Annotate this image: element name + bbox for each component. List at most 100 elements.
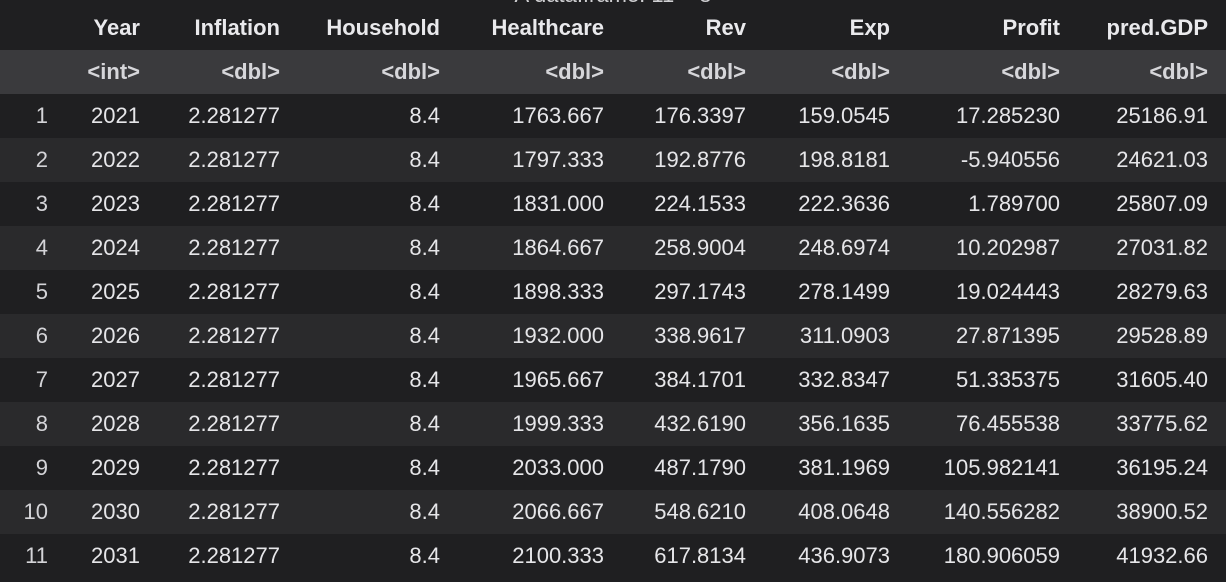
cell-healthcare: 1999.333 <box>458 402 622 446</box>
table-row: 8 2028 2.281277 8.4 1999.333 432.6190 356.1635… <box>0 402 1226 446</box>
cell-inflation: 2.281277 <box>158 358 298 402</box>
cell-exp: 278.1499 <box>764 270 908 314</box>
cell-year: 2024 <box>64 226 158 270</box>
cell-profit: 1.789700 <box>908 182 1078 226</box>
cell-inflation: 2.281277 <box>158 314 298 358</box>
row-index-header <box>0 6 64 50</box>
row-index: 10 <box>0 490 64 534</box>
cell-profit: 180.906059 <box>908 534 1078 578</box>
row-index: 2 <box>0 138 64 182</box>
table-row: 4 2024 2.281277 8.4 1864.667 258.9004 248.6974… <box>0 226 1226 270</box>
row-index: 7 <box>0 358 64 402</box>
cell-healthcare: 2033.000 <box>458 446 622 490</box>
table-row: 1 2021 2.281277 8.4 1763.667 176.3397 159.0545… <box>0 94 1226 138</box>
column-header-healthcare: Healthcare <box>458 6 622 50</box>
cell-profit: 51.335375 <box>908 358 1078 402</box>
cell-household: 8.4 <box>298 226 458 270</box>
cell-profit: 105.982141 <box>908 446 1078 490</box>
column-header-exp: Exp <box>764 6 908 50</box>
cell-exp: 408.0648 <box>764 490 908 534</box>
cell-healthcare: 1965.667 <box>458 358 622 402</box>
cell-rev: 548.6210 <box>622 490 764 534</box>
cell-pred-gdp: 33775.62 <box>1078 402 1226 446</box>
table-row: 10 2030 2.281277 8.4 2066.667 548.6210 408.064… <box>0 490 1226 534</box>
row-index: 4 <box>0 226 64 270</box>
cell-healthcare: 1898.333 <box>458 270 622 314</box>
cell-exp: 311.0903 <box>764 314 908 358</box>
cell-household: 8.4 <box>298 138 458 182</box>
cell-household: 8.4 <box>298 270 458 314</box>
cell-pred-gdp: 27031.82 <box>1078 226 1226 270</box>
cell-healthcare: 1864.667 <box>458 226 622 270</box>
cell-exp: 198.8181 <box>764 138 908 182</box>
table-row: 5 2025 2.281277 8.4 1898.333 297.1743 278.1499… <box>0 270 1226 314</box>
cell-inflation: 2.281277 <box>158 446 298 490</box>
column-header-rev: Rev <box>622 6 764 50</box>
cell-year: 2031 <box>64 534 158 578</box>
cell-household: 8.4 <box>298 314 458 358</box>
cell-pred-gdp: 28279.63 <box>1078 270 1226 314</box>
cell-rev: 338.9617 <box>622 314 764 358</box>
table-row: 7 2027 2.281277 8.4 1965.667 384.1701 332.8347… <box>0 358 1226 402</box>
cell-healthcare: 1797.333 <box>458 138 622 182</box>
row-index: 5 <box>0 270 64 314</box>
cell-household: 8.4 <box>298 358 458 402</box>
cell-household: 8.4 <box>298 94 458 138</box>
cell-profit: 140.556282 <box>908 490 1078 534</box>
cell-rev: 258.9004 <box>622 226 764 270</box>
cell-healthcare: 1932.000 <box>458 314 622 358</box>
table-row: 2 2022 2.281277 8.4 1797.333 192.8776 198.8181… <box>0 138 1226 182</box>
column-type-year: <int> <box>64 50 158 94</box>
cell-exp: 436.9073 <box>764 534 908 578</box>
cell-year: 2027 <box>64 358 158 402</box>
column-header-year: Year <box>64 6 158 50</box>
cell-pred-gdp: 24621.03 <box>1078 138 1226 182</box>
cell-pred-gdp: 25186.91 <box>1078 94 1226 138</box>
cell-healthcare: 2100.333 <box>458 534 622 578</box>
cell-profit: 10.202987 <box>908 226 1078 270</box>
cell-rev: 224.1533 <box>622 182 764 226</box>
column-header-profit: Profit <box>908 6 1078 50</box>
cell-year: 2021 <box>64 94 158 138</box>
cell-year: 2025 <box>64 270 158 314</box>
row-index: 11 <box>0 534 64 578</box>
cell-exp: 356.1635 <box>764 402 908 446</box>
cell-profit: 76.455538 <box>908 402 1078 446</box>
cell-household: 8.4 <box>298 490 458 534</box>
column-type-inflation: <dbl> <box>158 50 298 94</box>
cell-inflation: 2.281277 <box>158 402 298 446</box>
column-type-profit: <dbl> <box>908 50 1078 94</box>
column-header-household: Household <box>298 6 458 50</box>
row-index-type-header <box>0 50 64 94</box>
column-type-pred-gdp: <dbl> <box>1078 50 1226 94</box>
cell-inflation: 2.281277 <box>158 94 298 138</box>
table-row: 11 2031 2.281277 8.4 2100.333 617.8134 436.907… <box>0 534 1226 578</box>
row-index: 8 <box>0 402 64 446</box>
cell-rev: 487.1790 <box>622 446 764 490</box>
cell-inflation: 2.281277 <box>158 490 298 534</box>
row-index: 3 <box>0 182 64 226</box>
cell-year: 2028 <box>64 402 158 446</box>
cell-profit: 19.024443 <box>908 270 1078 314</box>
table-body: 1 2021 2.281277 8.4 1763.667 176.3397 159.0545… <box>0 94 1226 578</box>
cell-year: 2029 <box>64 446 158 490</box>
cell-household: 8.4 <box>298 534 458 578</box>
data-frame-table: Year Inflation Household Healthcare Rev … <box>0 6 1226 578</box>
cell-year: 2026 <box>64 314 158 358</box>
cell-profit: 17.285230 <box>908 94 1078 138</box>
column-name-row: Year Inflation Household Healthcare Rev … <box>0 6 1226 50</box>
cell-rev: 432.6190 <box>622 402 764 446</box>
row-index: 6 <box>0 314 64 358</box>
cell-inflation: 2.281277 <box>158 182 298 226</box>
cell-exp: 332.8347 <box>764 358 908 402</box>
cell-profit: -5.940556 <box>908 138 1078 182</box>
cell-year: 2023 <box>64 182 158 226</box>
cell-pred-gdp: 41932.66 <box>1078 534 1226 578</box>
column-type-healthcare: <dbl> <box>458 50 622 94</box>
row-index: 1 <box>0 94 64 138</box>
cell-healthcare: 2066.667 <box>458 490 622 534</box>
column-type-rev: <dbl> <box>622 50 764 94</box>
cell-inflation: 2.281277 <box>158 138 298 182</box>
cell-exp: 222.3636 <box>764 182 908 226</box>
cell-exp: 159.0545 <box>764 94 908 138</box>
